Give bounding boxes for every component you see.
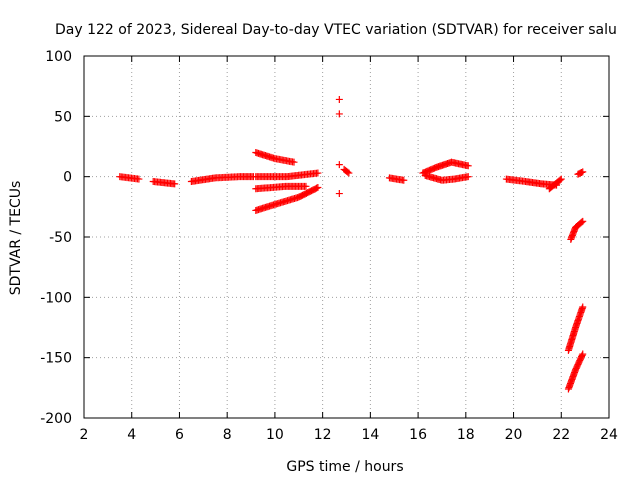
data-point <box>290 158 298 166</box>
data-point <box>335 95 343 103</box>
data-point <box>313 184 321 192</box>
axis-ticks <box>83 55 610 419</box>
y-tick-label: -50 <box>49 230 72 246</box>
y-tick-label: 0 <box>63 170 72 186</box>
y-tick-label: 100 <box>45 49 72 65</box>
data-point <box>314 169 322 177</box>
data-point <box>302 182 310 190</box>
y-tick-label: -200 <box>40 411 72 427</box>
x-tick-label: 16 <box>409 427 427 443</box>
y-tick-label: 50 <box>54 109 72 125</box>
data-point <box>335 161 343 169</box>
data-point <box>314 184 322 192</box>
data-point <box>135 175 143 183</box>
tick-labels: 2 4 6 8 10 12 14 16 18 20 22 24-200-150-100-5005010… <box>40 49 618 443</box>
x-tick-label: 10 <box>266 427 284 443</box>
x-tick-label: 4 <box>127 427 136 443</box>
data-point <box>557 175 565 183</box>
x-tick-label: 24 <box>600 427 618 443</box>
data-point <box>171 180 179 188</box>
chart-title: Day 122 of 2023, Sidereal Day-to-day VTE… <box>55 22 617 38</box>
grid-lines <box>84 56 609 418</box>
x-tick-label: 14 <box>361 427 379 443</box>
x-tick-label: 20 <box>505 427 523 443</box>
x-tick-label: 18 <box>457 427 475 443</box>
data-point <box>579 303 587 311</box>
x-tick-label: 8 <box>223 427 232 443</box>
x-axis-label: GPS time / hours <box>286 459 403 475</box>
data-points <box>116 95 587 393</box>
data-point <box>579 217 587 225</box>
data-point <box>335 110 343 118</box>
x-tick-label: 12 <box>314 427 332 443</box>
data-point <box>345 169 353 177</box>
data-point <box>344 168 352 176</box>
data-point <box>335 190 343 198</box>
data-point <box>578 218 586 226</box>
data-point <box>578 168 586 176</box>
data-point <box>579 350 587 358</box>
x-tick-label: 22 <box>552 427 570 443</box>
plot-frame <box>83 55 610 419</box>
data-point <box>556 176 564 184</box>
x-tick-label: 2 <box>80 427 89 443</box>
y-tick-label: -150 <box>40 351 72 367</box>
y-axis-label: SDTVAR / TECUs <box>8 181 24 296</box>
data-point <box>464 162 472 170</box>
data-point <box>579 168 587 176</box>
data-point <box>464 173 472 181</box>
y-tick-label: -100 <box>40 290 72 306</box>
data-point <box>400 176 408 184</box>
x-tick-label: 6 <box>175 427 184 443</box>
